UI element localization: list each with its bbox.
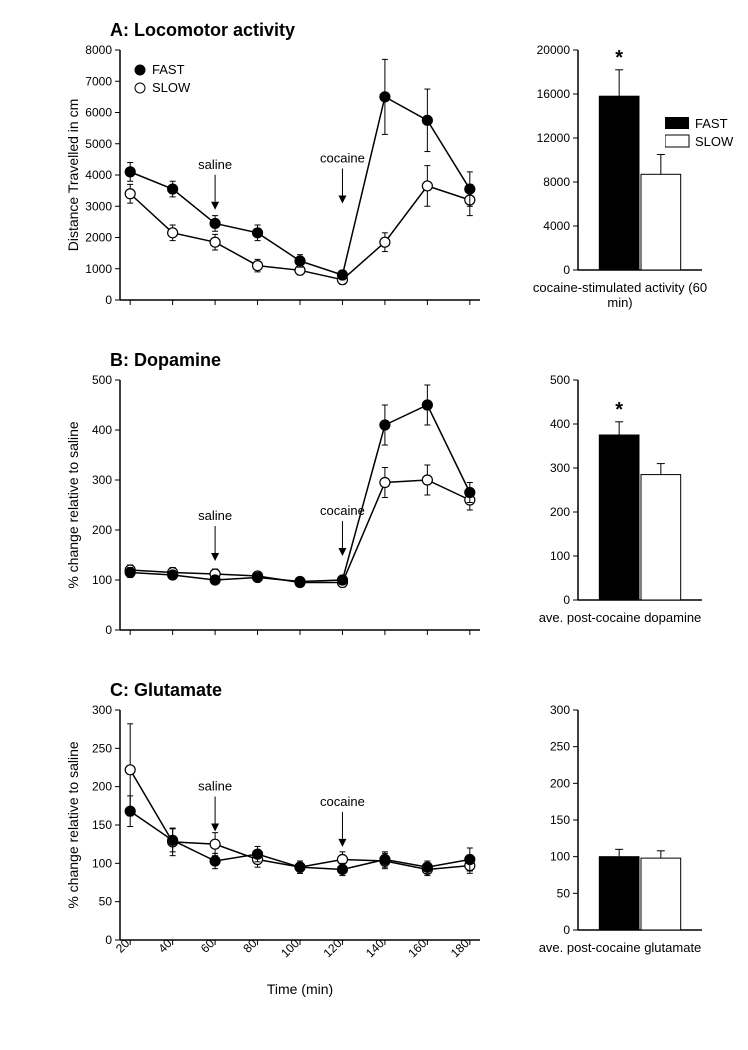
- svg-text:*: *: [615, 399, 623, 421]
- svg-text:150: 150: [92, 818, 112, 832]
- panel-c-bar: 0 50 100 150 200 250 300 ave. post-cocaine glu…: [530, 700, 710, 980]
- svg-text:300: 300: [92, 703, 112, 717]
- panel-c-bar-caption-text: ave. post-cocaine glutamate: [539, 940, 702, 955]
- svg-text:0: 0: [563, 593, 570, 607]
- svg-text:% change relative to saline: % change relative to saline: [65, 741, 81, 909]
- bar-legend-fast-swatch: [665, 117, 689, 129]
- svg-text:2000: 2000: [85, 231, 112, 245]
- figure-page: A: Locomotor activity 010002000300040005…: [0, 0, 748, 1050]
- svg-text:0: 0: [563, 923, 570, 937]
- svg-text:7000: 7000: [85, 74, 112, 88]
- panel-b-svg: 0 100 200 300 400 500 % change relative to sal…: [60, 370, 490, 650]
- svg-text:4000: 4000: [85, 168, 112, 182]
- bar-legend-slow-label: SLOW: [695, 134, 734, 149]
- panel-a-line: 0 1000 2000 3000 4000 5000 6000 7000 8000 Distanc…: [60, 40, 490, 320]
- svg-text:300: 300: [550, 461, 570, 475]
- svg-text:0: 0: [105, 293, 112, 307]
- svg-text:200: 200: [550, 505, 570, 519]
- svg-text:100: 100: [550, 850, 570, 864]
- svg-text:saline: saline: [198, 157, 232, 172]
- panel-a-title: A: Locomotor activity: [110, 20, 295, 41]
- panel-c-bar-svg: 0 50 100 150 200 250 300: [530, 700, 710, 940]
- svg-text:*: *: [615, 47, 623, 69]
- svg-text:0: 0: [563, 263, 570, 277]
- panel-b-line: 0 100 200 300 400 500 % change relative to sal…: [60, 370, 490, 650]
- bar-legend-slow-swatch: [665, 135, 689, 147]
- bar-legend: FAST SLOW: [665, 115, 745, 155]
- panel-c-row: C: Glutamate 050100150200250300% change …: [0, 680, 748, 1000]
- svg-text:40: 40: [155, 936, 175, 956]
- svg-text:8000: 8000: [85, 43, 112, 57]
- svg-text:0: 0: [105, 933, 112, 947]
- panel-a-svg: 0 1000 2000 3000 4000 5000 6000 7000 8000 Distanc…: [60, 40, 490, 320]
- svg-text:12000: 12000: [537, 131, 571, 145]
- panel-b-bar-caption: ave. post-cocaine dopamine: [530, 610, 710, 625]
- svg-text:Distance Travelled in cm: Distance Travelled in cm: [65, 99, 81, 252]
- svg-text:20000: 20000: [537, 43, 571, 57]
- svg-text:60: 60: [198, 936, 218, 956]
- panel-b-title: B: Dopamine: [110, 350, 221, 371]
- panel-a-bar-svg: 0 4000 8000 12000 16000 20000 *: [530, 40, 710, 280]
- svg-text:1000: 1000: [85, 262, 112, 276]
- svg-text:cocaine: cocaine: [320, 151, 365, 166]
- panel-b-bar-caption-text: ave. post-cocaine dopamine: [539, 610, 702, 625]
- svg-text:6000: 6000: [85, 106, 112, 120]
- svg-text:50: 50: [557, 886, 571, 900]
- svg-text:100: 100: [92, 856, 112, 870]
- svg-text:200: 200: [92, 780, 112, 794]
- panel-a-row: A: Locomotor activity 0 1000 2000 3000 4000 5…: [0, 20, 748, 320]
- panel-a-bar-caption: cocaine-stimulated activity (60 min): [530, 280, 710, 310]
- svg-text:cocaine: cocaine: [320, 503, 365, 518]
- panel-a-bar-caption-text: cocaine-stimulated activity (60 min): [533, 280, 707, 310]
- bar-legend-svg: FAST SLOW: [665, 115, 745, 155]
- svg-text:250: 250: [92, 741, 112, 755]
- svg-text:saline: saline: [198, 508, 232, 523]
- svg-text:250: 250: [550, 740, 570, 754]
- svg-text:3000: 3000: [85, 199, 112, 213]
- svg-text:SLOW: SLOW: [152, 80, 191, 95]
- bar-legend-fast-label: FAST: [695, 116, 728, 131]
- svg-text:FAST: FAST: [152, 62, 185, 77]
- svg-text:300: 300: [550, 703, 570, 717]
- svg-text:cocaine: cocaine: [320, 794, 365, 809]
- svg-text:80: 80: [240, 936, 260, 956]
- svg-text:Time (min): Time (min): [267, 981, 333, 997]
- svg-text:5000: 5000: [85, 137, 112, 151]
- svg-text:100: 100: [92, 573, 112, 587]
- panel-c-line: 0 50 100 150 200 250 300 % change relative to s…: [60, 700, 490, 1000]
- svg-text:0: 0: [105, 623, 112, 637]
- svg-text:100: 100: [550, 549, 570, 563]
- svg-text:200: 200: [92, 523, 112, 537]
- svg-text:% change relative to saline: % change relative to saline: [65, 421, 81, 589]
- svg-text:500: 500: [92, 373, 112, 387]
- svg-text:16000: 16000: [537, 87, 571, 101]
- panel-c-title: C: Glutamate: [110, 680, 222, 701]
- svg-text:8000: 8000: [543, 175, 570, 189]
- panel-a-bar: 0 4000 8000 12000 16000 20000 * cocaine-stimul…: [530, 40, 710, 320]
- svg-text:400: 400: [550, 417, 570, 431]
- svg-text:50: 50: [99, 895, 113, 909]
- svg-text:150: 150: [550, 813, 570, 827]
- panel-b-row: B: Dopamine 0 100 200 300 400 500 % change rel…: [0, 350, 748, 650]
- svg-text:200: 200: [550, 776, 570, 790]
- panel-b-bar: 0 100 200 300 400 500 * ave. post-cocaine dopa…: [530, 370, 710, 650]
- svg-text:400: 400: [92, 423, 112, 437]
- svg-text:500: 500: [550, 373, 570, 387]
- svg-text:4000: 4000: [543, 219, 570, 233]
- svg-text:300: 300: [92, 473, 112, 487]
- panel-c-svg: 0 50 100 150 200 250 300 % change relative to s…: [60, 700, 490, 1000]
- svg-text:saline: saline: [198, 779, 232, 794]
- svg-text:20: 20: [113, 936, 133, 956]
- panel-b-bar-svg: 0 100 200 300 400 500 *: [530, 370, 710, 610]
- panel-c-bar-caption: ave. post-cocaine glutamate: [530, 940, 710, 955]
